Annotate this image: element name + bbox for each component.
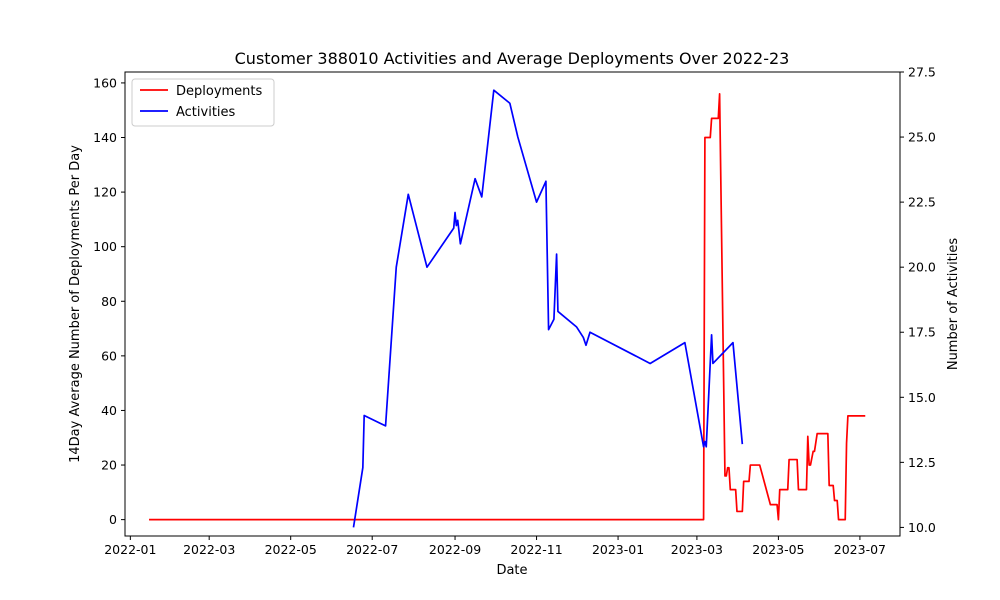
x-tick-label: 2022-09 [429, 542, 481, 557]
right-y-axis: 10.0 12.5 15.0 17.5 20.0 22.5 25.0 27.5 [900, 65, 936, 535]
left-y-tick-label: 120 [93, 185, 117, 200]
series-line-activities [352, 89, 744, 528]
left-y-tick-label: 80 [101, 294, 117, 309]
x-tick-label: 2022-03 [183, 542, 235, 557]
right-y-axis-label: Number of Activities [946, 238, 961, 371]
x-tick-label: 2022-07 [346, 542, 398, 557]
right-y-tick-label: 22.5 [908, 195, 936, 210]
x-axis: 2022-01 2022-03 2022-05 2022-07 2022-09 2022-… [104, 536, 886, 557]
right-y-tick-label: 25.0 [908, 130, 936, 145]
left-y-tick-label: 60 [101, 348, 117, 363]
x-tick-label: 2023-03 [671, 542, 723, 557]
left-y-tick-label: 140 [93, 130, 117, 145]
right-y-tick-label: 10.0 [908, 520, 936, 535]
x-axis-label: Date [496, 563, 527, 578]
right-y-tick-label: 20.0 [908, 260, 936, 275]
left-y-tick-label: 20 [101, 458, 117, 473]
x-tick-label: 2022-05 [265, 542, 317, 557]
series-line-deployments [149, 92, 866, 521]
x-tick-label: 2022-11 [510, 542, 562, 557]
left-y-axis-label: 14Day Average Number of Deployments Per … [68, 145, 83, 463]
series-layer [149, 89, 866, 528]
right-y-tick-label: 12.5 [908, 455, 936, 470]
chart-title: Customer 388010 Activities and Average D… [235, 49, 790, 68]
legend: Deployments Activities [131, 78, 275, 127]
legend-label-deployments: Deployments [176, 84, 263, 99]
legend-label-activities: Activities [176, 105, 236, 120]
plot-frame [124, 71, 901, 537]
x-tick-label: 2023-05 [752, 542, 804, 557]
right-y-tick-label: 27.5 [908, 65, 936, 80]
right-y-tick-label: 17.5 [908, 325, 936, 340]
left-y-axis: 0 20 40 60 80 100 120 140 160 [93, 75, 125, 527]
x-tick-label: 2023-01 [592, 542, 644, 557]
right-y-tick-label: 15.0 [908, 390, 936, 405]
left-y-tick-label: 0 [109, 512, 117, 527]
left-y-tick-label: 160 [93, 75, 117, 90]
left-y-tick-label: 100 [93, 239, 117, 254]
x-tick-label: 2023-07 [834, 542, 886, 557]
x-tick-label: 2022-01 [104, 542, 156, 557]
left-y-tick-label: 40 [101, 403, 117, 418]
